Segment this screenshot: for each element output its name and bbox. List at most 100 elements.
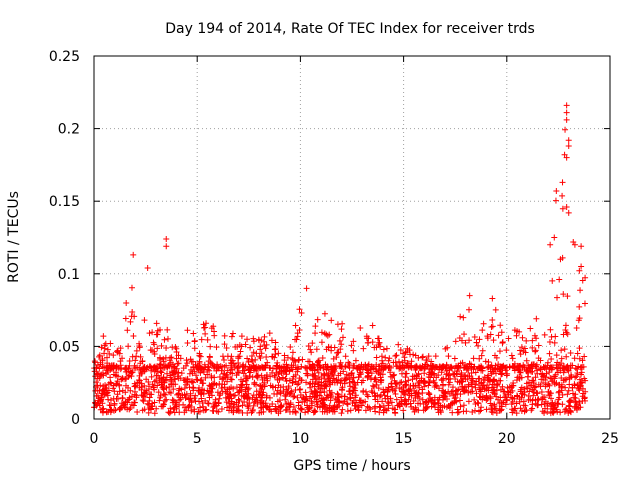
data-point <box>316 392 323 399</box>
data-point <box>419 354 426 361</box>
data-point <box>146 330 153 337</box>
data-point <box>558 383 565 390</box>
data-point <box>565 143 572 150</box>
data-point <box>527 382 534 389</box>
data-point <box>149 329 156 336</box>
data-point <box>421 383 428 390</box>
data-point <box>498 371 505 378</box>
data-point <box>325 343 332 350</box>
data-point <box>541 364 548 371</box>
data-point <box>218 384 225 391</box>
data-point <box>266 330 273 337</box>
data-point <box>266 394 273 401</box>
data-point <box>114 347 121 354</box>
data-point <box>311 409 318 416</box>
data-point <box>484 395 491 402</box>
data-point <box>402 349 409 356</box>
data-point <box>431 400 438 407</box>
data-point <box>289 366 296 373</box>
data-point <box>235 369 242 376</box>
data-point <box>155 389 162 396</box>
data-point <box>160 358 167 365</box>
data-point <box>454 406 461 413</box>
data-point <box>499 383 506 390</box>
data-point <box>505 335 512 342</box>
data-point <box>286 408 293 415</box>
data-point <box>486 378 493 385</box>
data-point <box>559 179 566 186</box>
data-point <box>164 370 171 377</box>
data-point <box>498 329 505 336</box>
data-point <box>250 349 257 356</box>
data-point <box>482 358 489 365</box>
data-point <box>417 400 424 407</box>
data-point <box>333 376 340 383</box>
data-point <box>369 322 376 329</box>
x-axis-label: GPS time / hours <box>293 458 410 474</box>
y-axis-label: ROTI / TECUs <box>6 191 22 283</box>
data-point <box>363 333 370 340</box>
data-point <box>170 397 177 404</box>
data-point <box>126 362 133 369</box>
data-point <box>375 385 382 392</box>
data-point <box>581 300 588 307</box>
data-point <box>307 393 314 400</box>
data-point <box>142 366 149 373</box>
data-point <box>465 366 472 373</box>
data-point <box>188 366 195 373</box>
data-point <box>516 363 523 370</box>
data-point <box>107 406 114 413</box>
data-point <box>365 361 372 368</box>
data-point <box>547 326 554 333</box>
data-point <box>159 384 166 391</box>
data-point <box>360 345 367 352</box>
data-point <box>268 337 275 344</box>
data-point <box>496 366 503 373</box>
data-point <box>405 386 412 393</box>
data-point <box>423 361 430 368</box>
data-point <box>432 404 439 411</box>
data-point <box>182 394 189 401</box>
data-point <box>271 346 278 353</box>
data-point <box>530 392 537 399</box>
x-tick-label: 0 <box>90 431 99 447</box>
data-point <box>228 333 235 340</box>
data-point <box>289 349 296 356</box>
data-point <box>439 382 446 389</box>
data-point <box>216 395 223 402</box>
data-point <box>338 341 345 348</box>
data-point <box>232 362 239 369</box>
data-point <box>312 408 319 415</box>
data-point <box>288 390 295 397</box>
data-point <box>133 392 140 399</box>
data-point <box>473 390 480 397</box>
data-point <box>267 365 274 372</box>
data-point <box>223 345 230 352</box>
data-point <box>451 399 458 406</box>
data-point <box>166 383 173 390</box>
data-point <box>124 399 131 406</box>
data-point <box>214 389 221 396</box>
data-point <box>281 357 288 364</box>
data-point <box>563 109 570 116</box>
data-point <box>328 392 335 399</box>
data-point <box>442 375 449 382</box>
data-point <box>392 359 399 366</box>
data-point <box>533 367 540 374</box>
data-point <box>237 348 244 355</box>
data-point <box>312 389 319 396</box>
data-point <box>531 332 538 339</box>
data-point <box>256 353 263 360</box>
data-point <box>553 352 560 359</box>
data-point <box>144 264 151 271</box>
data-point <box>256 382 263 389</box>
data-point <box>425 399 432 406</box>
data-point <box>509 387 516 394</box>
data-point <box>100 333 107 340</box>
data-point <box>110 363 117 370</box>
data-point <box>276 397 283 404</box>
data-point <box>289 380 296 387</box>
data-point <box>173 365 180 372</box>
data-point <box>517 405 524 412</box>
data-point <box>267 373 274 380</box>
